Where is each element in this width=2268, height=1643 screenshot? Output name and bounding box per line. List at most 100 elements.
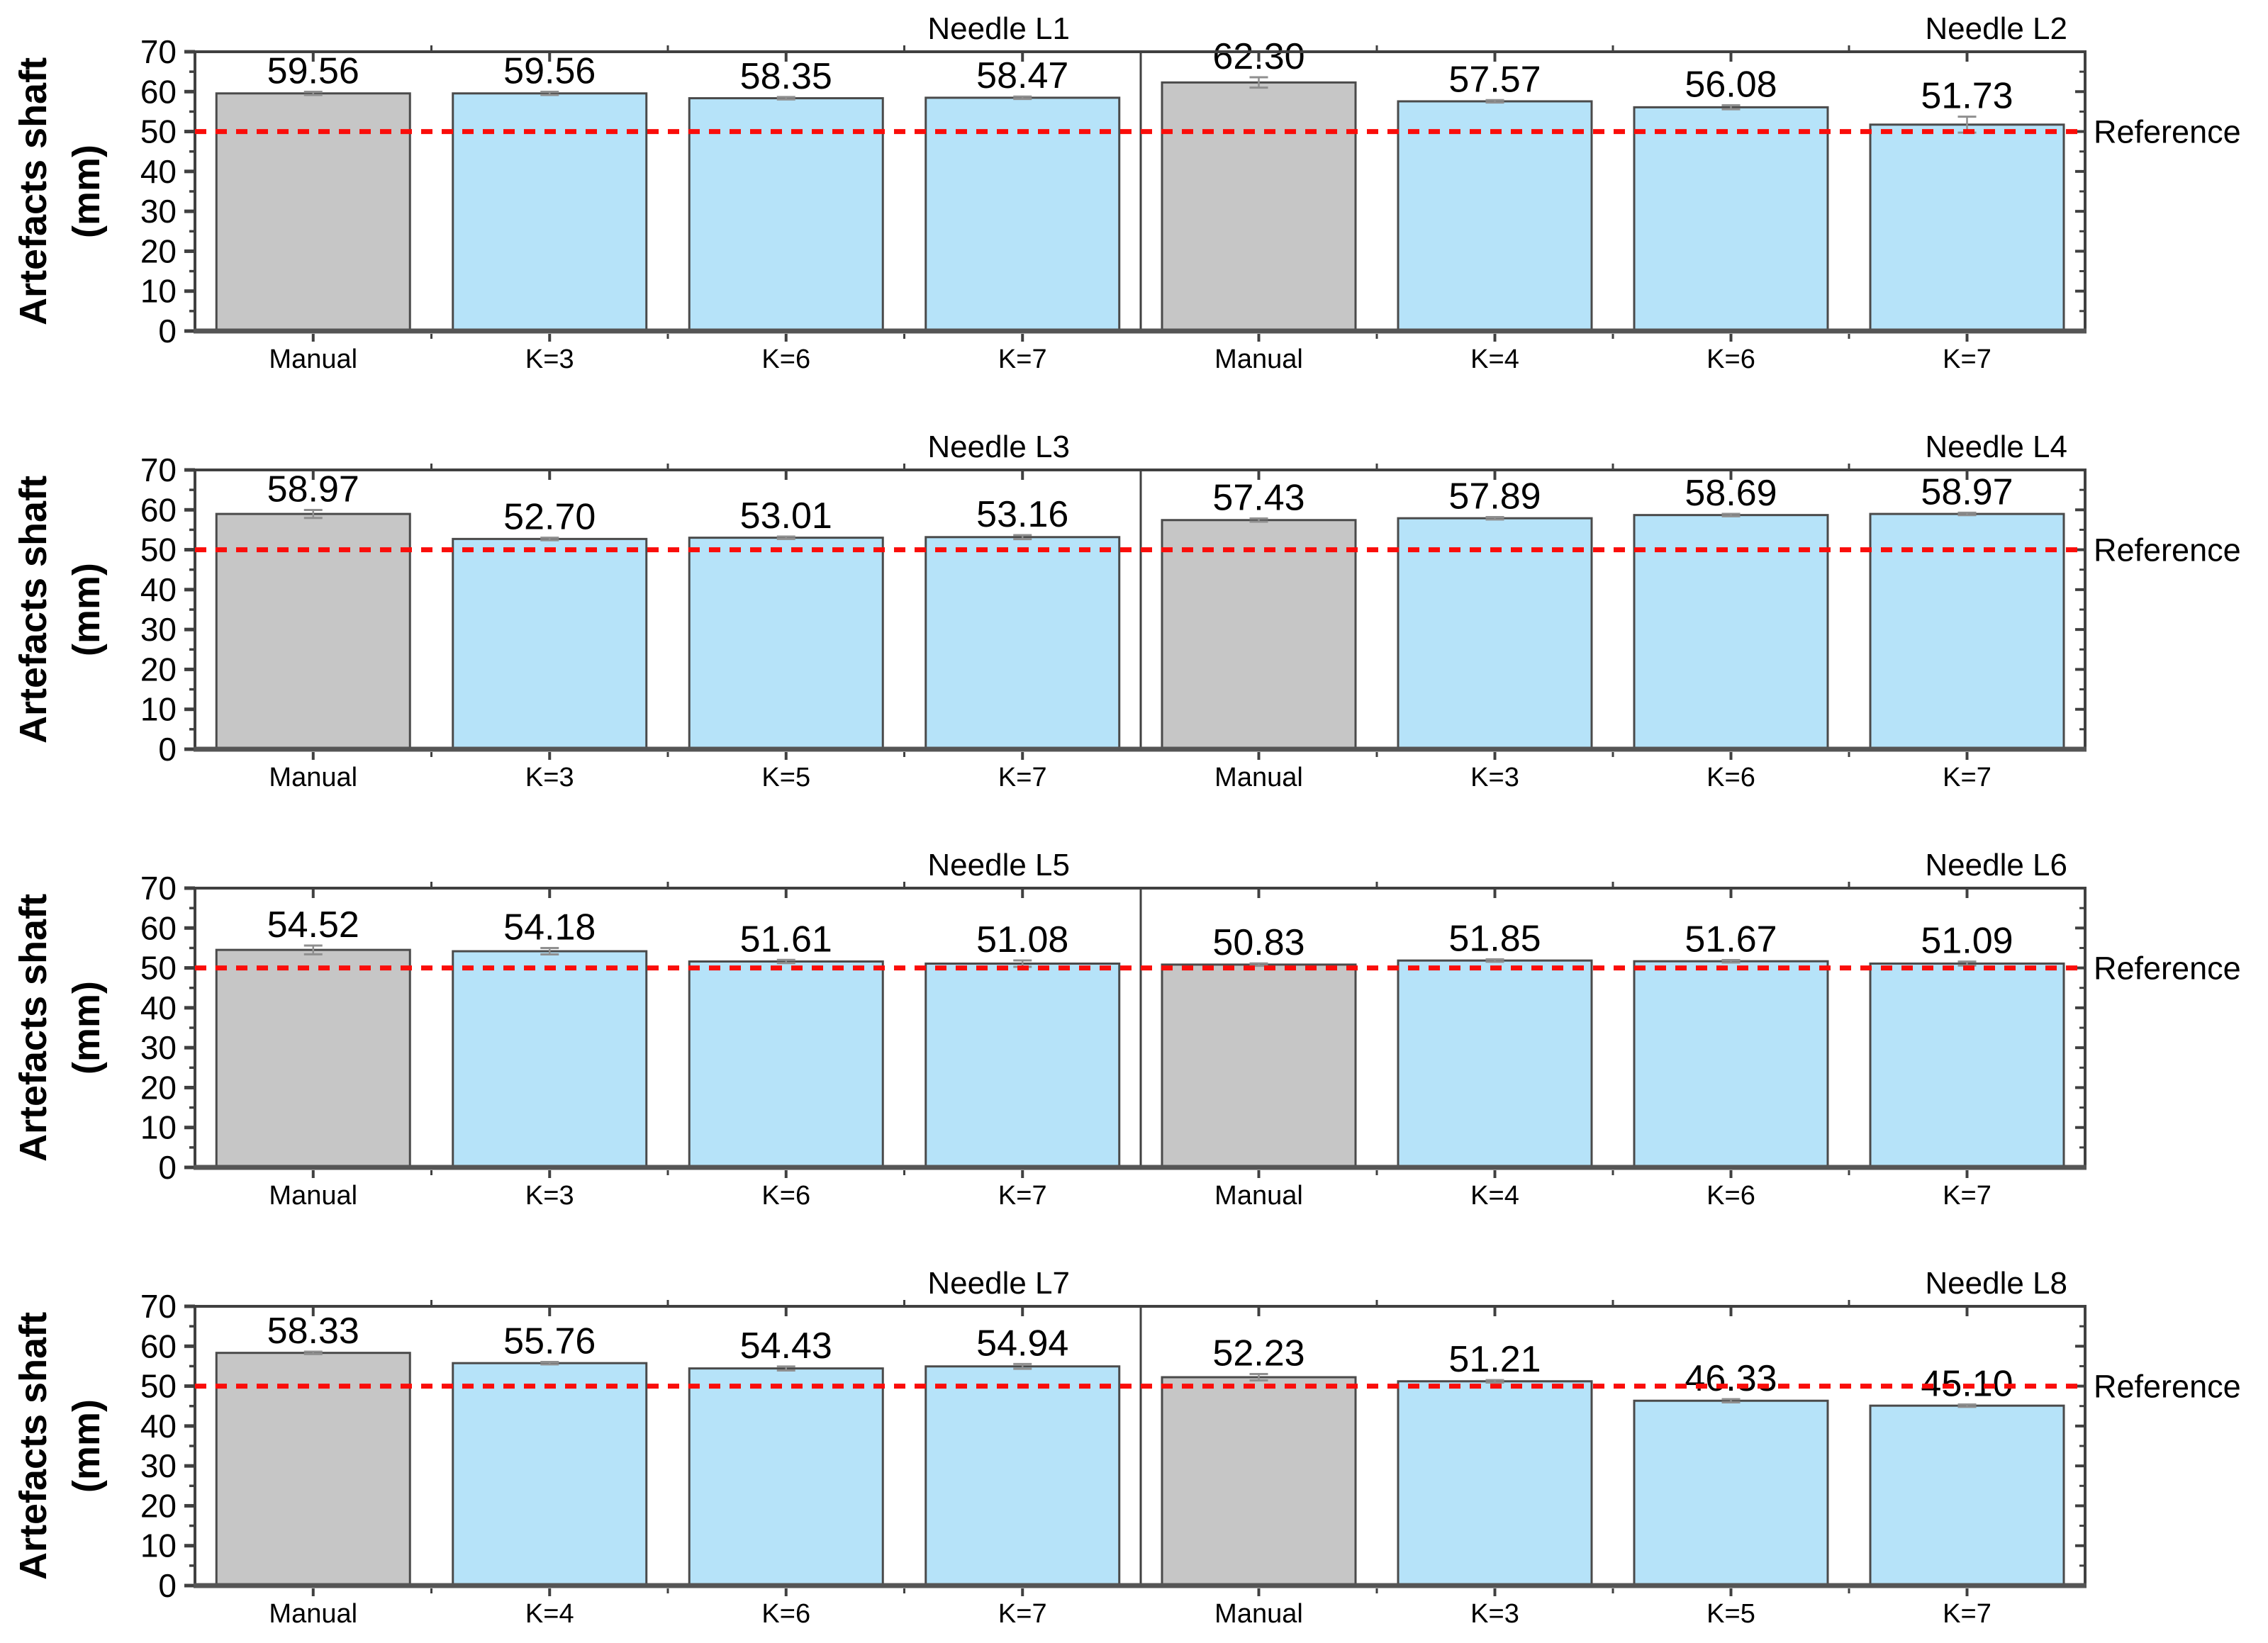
- y-tick-label: 70: [140, 870, 177, 907]
- x-tick-label: K=4: [525, 1599, 574, 1629]
- y-axis-label: Artefacts shaft: [12, 57, 55, 325]
- x-tick-label: K=7: [998, 1599, 1047, 1629]
- y-tick-label: 30: [140, 1029, 177, 1066]
- bar: [1869, 962, 2065, 1169]
- x-tick-label: K=3: [525, 1181, 574, 1211]
- bar-value-label: 58.47: [976, 55, 1068, 96]
- y-tick-label: 10: [140, 1109, 177, 1146]
- x-tick-label: K=6: [761, 344, 810, 374]
- x-tick-label: K=3: [1470, 763, 1519, 792]
- bar: [688, 537, 884, 751]
- y-tick-label: 50: [140, 1368, 177, 1405]
- y-tick-label: 40: [140, 153, 177, 190]
- y-tick-label: 0: [158, 1149, 177, 1186]
- bar: [1633, 106, 1829, 332]
- y-tick-label: 50: [140, 532, 177, 568]
- bar: [215, 1352, 411, 1587]
- x-tick-label: Manual: [1214, 763, 1303, 792]
- bar: [1161, 1376, 1357, 1587]
- y-axis-label: (mm): [65, 981, 108, 1075]
- y-tick-label: 30: [140, 193, 177, 230]
- bar-value-label: 54.52: [267, 904, 359, 946]
- bar: [215, 92, 411, 332]
- bar: [688, 1367, 884, 1587]
- bar-value-label: 51.61: [740, 919, 832, 960]
- y-tick-label: 20: [140, 232, 177, 269]
- panel-title: Needle L1: [927, 11, 1070, 46]
- x-tick-label: K=6: [1706, 763, 1755, 792]
- x-tick-label: K=3: [525, 344, 574, 374]
- x-tick-label: K=3: [1470, 1599, 1519, 1629]
- bar: [1397, 517, 1593, 751]
- y-tick-label: 20: [140, 1069, 177, 1106]
- y-axis-label: Artefacts shaft: [12, 476, 55, 744]
- bar: [452, 1362, 648, 1587]
- x-tick-label: Manual: [269, 763, 357, 792]
- bar-value-label: 51.09: [1921, 921, 2013, 962]
- y-tick-label: 60: [140, 909, 177, 946]
- bar: [924, 1365, 1121, 1587]
- bar: [1633, 514, 1829, 751]
- y-tick-label: 50: [140, 113, 177, 150]
- bar: [688, 960, 884, 1169]
- y-tick-label: 10: [140, 691, 177, 728]
- y-axis-label: (mm): [65, 563, 108, 656]
- x-tick-label: Manual: [269, 1181, 357, 1211]
- y-tick-label: 30: [140, 611, 177, 648]
- y-tick-label: 0: [158, 313, 177, 349]
- bar-value-label: 53.01: [740, 495, 832, 537]
- x-tick-label: K=5: [761, 763, 810, 792]
- bar-value-label: 57.43: [1212, 477, 1305, 518]
- panel-title: Needle L3: [927, 430, 1070, 464]
- x-tick-label: K=4: [1470, 344, 1519, 374]
- bar-value-label: 51.67: [1685, 919, 1777, 960]
- bar: [1397, 959, 1593, 1169]
- x-tick-label: K=6: [1706, 344, 1755, 374]
- y-tick-label: 60: [140, 1328, 177, 1364]
- x-tick-label: K=5: [1706, 1599, 1755, 1629]
- bar-value-label: 51.08: [976, 919, 1068, 960]
- bar: [1161, 81, 1357, 332]
- x-tick-label: K=3: [525, 763, 574, 792]
- bar: [1869, 123, 2065, 332]
- x-tick-label: K=7: [1943, 1599, 1992, 1629]
- y-tick-label: 20: [140, 1487, 177, 1524]
- bar-value-label: 51.85: [1448, 918, 1541, 959]
- bar-value-label: 56.08: [1685, 65, 1777, 106]
- y-tick-label: 40: [140, 571, 177, 608]
- panel-title: Needle L7: [927, 1266, 1070, 1301]
- bar: [1161, 519, 1357, 751]
- bar: [1397, 100, 1593, 332]
- bar: [452, 950, 648, 1169]
- bar-value-label: 58.35: [740, 56, 832, 97]
- y-tick-label: 30: [140, 1447, 177, 1484]
- bar-value-label: 54.43: [740, 1325, 832, 1367]
- x-tick-label: K=4: [1470, 1181, 1519, 1211]
- x-tick-label: K=7: [998, 763, 1047, 792]
- x-tick-label: Manual: [1214, 344, 1303, 374]
- y-tick-label: 70: [140, 33, 177, 70]
- bar-value-label: 51.21: [1448, 1339, 1541, 1380]
- bar: [1633, 960, 1829, 1169]
- x-tick-label: K=7: [998, 344, 1047, 374]
- bar: [924, 536, 1121, 751]
- x-tick-label: Manual: [269, 344, 357, 374]
- x-tick-label: K=6: [761, 1599, 810, 1629]
- y-tick-label: 0: [158, 731, 177, 768]
- x-tick-label: K=7: [1943, 763, 1992, 792]
- bar: [452, 537, 648, 751]
- panel-title: Needle L2: [1925, 11, 2067, 46]
- y-tick-label: 50: [140, 950, 177, 987]
- y-tick-label: 10: [140, 273, 177, 310]
- y-tick-label: 40: [140, 1408, 177, 1445]
- bar-value-label: 57.57: [1448, 59, 1541, 100]
- bar-value-label: 57.89: [1448, 476, 1541, 517]
- y-tick-label: 40: [140, 989, 177, 1026]
- bar: [688, 97, 884, 332]
- panel-title: Needle L4: [1925, 430, 2067, 464]
- x-tick-label: Manual: [1214, 1181, 1303, 1211]
- reference-label: Reference: [2094, 1369, 2241, 1405]
- y-tick-label: 70: [140, 1288, 177, 1325]
